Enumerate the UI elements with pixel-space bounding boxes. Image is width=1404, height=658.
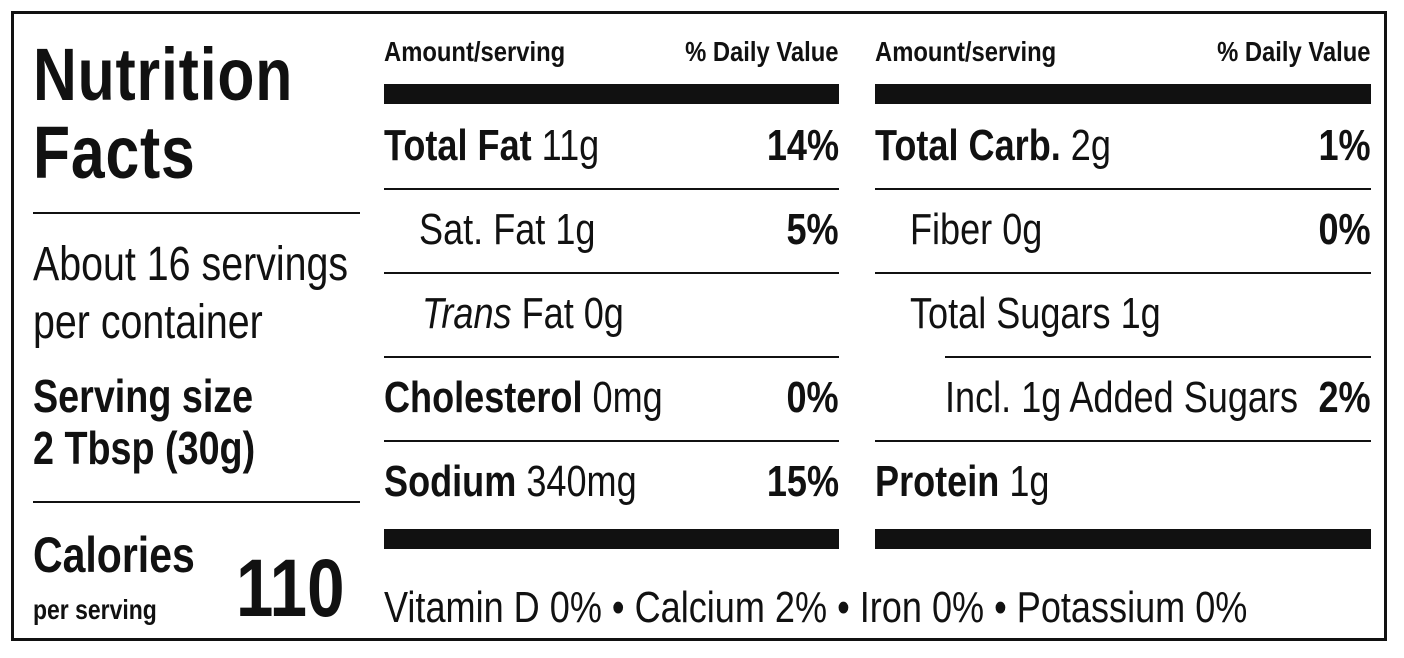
amount-per-serving-header: Amount/serving bbox=[875, 36, 1057, 67]
left-divider-bottom bbox=[33, 501, 360, 503]
nutrient-row: Sat. Fat 1g 5% bbox=[384, 190, 839, 274]
nutrient-name: Incl. 1g Added Sugars bbox=[945, 373, 1299, 422]
footer-bar bbox=[875, 529, 1371, 549]
row-divider bbox=[875, 272, 1371, 274]
nutrient-daily-value: 14% bbox=[766, 121, 839, 170]
nutrient-name: Sat. Fat 1g bbox=[419, 205, 596, 254]
title-line-2: Facts bbox=[33, 111, 196, 194]
nutrient-column-right: Amount/serving % Daily Value Total Carb.… bbox=[875, 14, 1371, 638]
daily-value-header: % Daily Value bbox=[1217, 36, 1371, 67]
nutrient-name: Fiber 0g bbox=[910, 205, 1043, 254]
servings-per-container: About 16 servings per container bbox=[33, 236, 348, 352]
serving-size: Serving size 2 Tbsp (30g) bbox=[33, 370, 255, 474]
nutrient-daily-value: 0% bbox=[1318, 205, 1371, 254]
serving-size-label: Serving size bbox=[33, 370, 254, 422]
nutrient-name: Protein 1g bbox=[875, 457, 1050, 506]
row-divider bbox=[875, 440, 1371, 442]
nutrient-row: Total Fat 11g 14% bbox=[384, 106, 839, 190]
daily-value-header: % Daily Value bbox=[685, 36, 839, 67]
row-divider bbox=[384, 188, 839, 190]
nutrient-name: Sodium 340mg bbox=[384, 457, 637, 506]
nutrient-name: Trans Fat 0g bbox=[422, 289, 624, 338]
nutrient-daily-value: 0% bbox=[786, 373, 839, 422]
nutrient-name: Total Sugars 1g bbox=[910, 289, 1161, 338]
title-line-1: Nutrition bbox=[33, 33, 294, 116]
nutrient-daily-value: 5% bbox=[786, 205, 839, 254]
nutrient-daily-value: 2% bbox=[1318, 373, 1371, 422]
row-divider bbox=[945, 356, 1371, 358]
nutrient-row: Protein 1g bbox=[875, 442, 1371, 526]
amount-per-serving-header: Amount/serving bbox=[384, 36, 566, 67]
servings-count-line-1: About 16 servings bbox=[33, 238, 349, 291]
nutrient-name: Total Fat 11g bbox=[384, 121, 600, 170]
nutrient-name: Cholesterol 0mg bbox=[384, 373, 663, 422]
nutrient-row: Cholesterol 0mg 0% bbox=[384, 358, 839, 442]
nutrient-daily-value: 15% bbox=[766, 457, 839, 506]
vitamins-minerals-line: Vitamin D 0% • Calcium 2% • Iron 0% • Po… bbox=[384, 583, 1248, 632]
nutrient-column-left: Amount/serving % Daily Value Total Fat 1… bbox=[384, 14, 839, 638]
header-bar bbox=[875, 84, 1371, 104]
label-title: Nutrition Facts bbox=[33, 36, 293, 192]
calories-value: 110 bbox=[236, 543, 345, 634]
left-divider-top bbox=[33, 212, 360, 214]
nutrient-row: Fiber 0g 0% bbox=[875, 190, 1371, 274]
serving-size-value: 2 Tbsp (30g) bbox=[33, 422, 256, 474]
nutrient-name: Total Carb. 2g bbox=[875, 121, 1111, 170]
nutrition-facts-label: Nutrition Facts About 16 servings per co… bbox=[11, 11, 1387, 641]
nutrient-row: Total Sugars 1g bbox=[875, 274, 1371, 358]
calories-label: Calories bbox=[33, 527, 195, 583]
row-divider bbox=[384, 440, 839, 442]
header-bar bbox=[384, 84, 839, 104]
nutrient-row: Total Carb. 2g 1% bbox=[875, 106, 1371, 190]
nutrient-daily-value: 1% bbox=[1318, 121, 1371, 170]
nutrient-row: Trans Fat 0g bbox=[384, 274, 839, 358]
row-divider bbox=[384, 356, 839, 358]
footer-bar bbox=[384, 529, 839, 549]
row-divider bbox=[875, 188, 1371, 190]
servings-count-line-2: per container bbox=[33, 296, 263, 349]
row-divider bbox=[384, 272, 839, 274]
calories-per-serving: per serving bbox=[33, 594, 157, 625]
nutrient-row: Sodium 340mg 15% bbox=[384, 442, 839, 526]
nutrient-row: Incl. 1g Added Sugars 2% bbox=[875, 358, 1371, 442]
